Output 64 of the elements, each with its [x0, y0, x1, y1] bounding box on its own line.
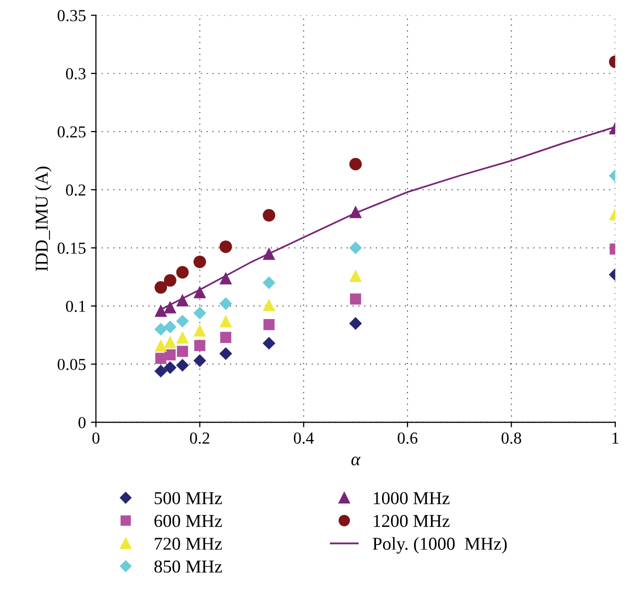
point	[262, 209, 276, 222]
point	[194, 324, 206, 337]
x-tick-label: 0.2	[190, 432, 210, 444]
point	[219, 314, 232, 328]
point	[219, 297, 232, 310]
x-axis-title: α	[351, 456, 361, 466]
legend-label: 720 MHz	[154, 538, 222, 550]
point	[164, 361, 177, 374]
point	[176, 331, 189, 344]
point	[164, 300, 176, 314]
y-axis-title: IDD_IMU (A)	[35, 166, 52, 272]
point	[154, 339, 168, 352]
x-tick-label: 0.8	[502, 432, 522, 444]
x-tick-label: 1	[612, 432, 618, 444]
point	[220, 332, 232, 343]
x-tick-label: 0.4	[294, 432, 314, 444]
point	[263, 319, 275, 330]
point	[164, 336, 176, 348]
y-tick-label: 0	[78, 416, 86, 428]
point	[176, 346, 188, 357]
point	[194, 340, 206, 352]
y-tick-label: 0.2	[66, 184, 86, 196]
point	[164, 320, 177, 334]
y-tick-label: 0.35	[58, 10, 86, 22]
point	[262, 336, 276, 350]
point	[194, 256, 206, 268]
point	[219, 240, 232, 253]
point	[154, 364, 168, 378]
point	[219, 347, 232, 360]
point	[176, 294, 189, 306]
point	[154, 281, 168, 294]
point	[349, 241, 362, 254]
point	[193, 306, 206, 320]
point	[154, 322, 168, 336]
point	[349, 317, 362, 330]
point	[262, 276, 276, 290]
point	[349, 158, 362, 170]
point	[176, 314, 189, 328]
legend-label: 600 MHz	[154, 514, 222, 528]
point	[164, 349, 176, 360]
y-tick-label: 0.3	[66, 68, 86, 80]
legend-label: 850 MHz	[154, 560, 222, 573]
point	[262, 298, 276, 312]
y-tick-label: 0.25	[58, 126, 86, 138]
point	[350, 293, 362, 305]
point	[176, 266, 189, 279]
x-tick-label: 0.6	[398, 432, 418, 444]
point	[349, 206, 362, 218]
y-tick-label: 0.15	[58, 242, 86, 254]
y-tick-label: 0.05	[58, 358, 86, 370]
y-tick-label: 0.1	[66, 300, 86, 312]
point	[193, 354, 206, 368]
legend-label: 1000 MHz	[374, 492, 450, 504]
x-tick-label: 0	[92, 432, 100, 444]
point	[349, 270, 362, 282]
point	[176, 358, 189, 372]
legend-label: 500 MHz	[154, 492, 222, 504]
legend-label: 1200 MHz	[374, 514, 450, 528]
legend-label: Poly. (1000 MHz)	[372, 537, 507, 554]
point	[262, 247, 276, 260]
point	[219, 272, 232, 284]
point	[154, 304, 168, 317]
point	[194, 286, 206, 298]
point	[164, 274, 176, 287]
